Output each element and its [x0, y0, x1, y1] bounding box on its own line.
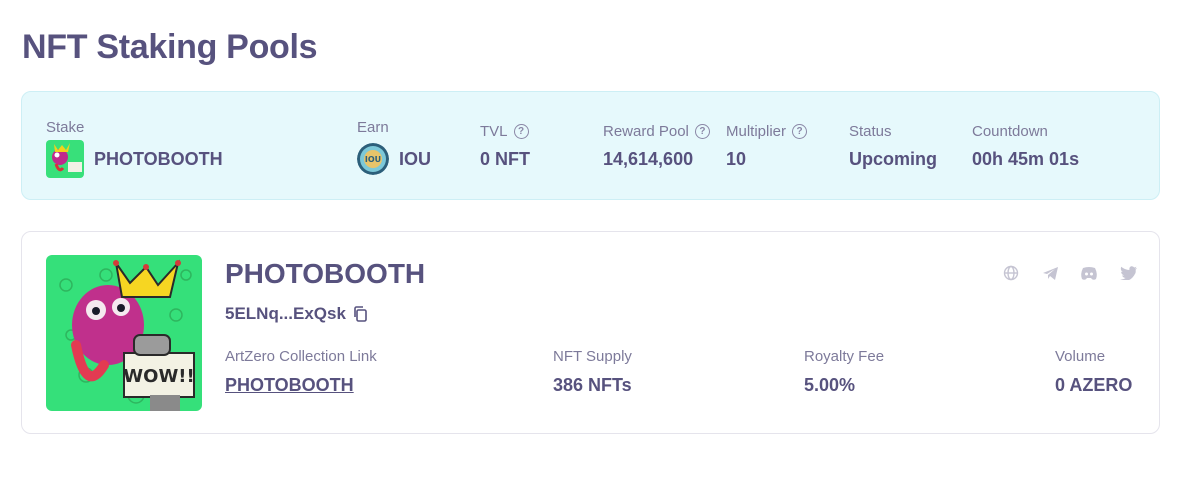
stake-token-name: PHOTOBOOTH: [94, 148, 223, 169]
earn-token: IOU IOU: [357, 143, 431, 175]
stake-label: Stake: [46, 119, 85, 136]
iou-token-icon: IOU: [357, 143, 389, 175]
discord-icon[interactable]: [1080, 264, 1098, 282]
countdown-value: 00h 45m 01s: [972, 149, 1080, 169]
multiplier-label: Multiplier ?: [726, 123, 808, 140]
help-circle-icon[interactable]: ?: [513, 124, 529, 139]
svg-text:IOU: IOU: [365, 155, 381, 164]
earn-column: Earn IOU IOU: [357, 119, 431, 175]
multiplier-value: 10: [726, 149, 747, 169]
collection-image: WOW!!: [46, 255, 202, 411]
collection-link[interactable]: PHOTOBOOTH: [225, 375, 354, 395]
volume-value: 0 AZERO: [1055, 375, 1133, 395]
help-circle-icon[interactable]: ?: [792, 124, 808, 139]
svg-text:WOW!!: WOW!!: [123, 366, 194, 387]
collection-link-label: ArtZero Collection Link: [225, 348, 377, 365]
collection-address-text: 5ELNq...ExQsk: [225, 304, 346, 323]
twitter-icon[interactable]: [1119, 264, 1137, 282]
collection-address: 5ELNq...ExQsk: [225, 304, 369, 324]
tvl-label: TVL ?: [480, 123, 530, 140]
stake-column: Stake PHOTOBOOTH: [46, 119, 223, 178]
reward-pool-column: Reward Pool ? 14,614,600: [603, 123, 710, 170]
collection-card: WOW!! PHOTOBOOTH 5ELNq...ExQsk ArtZero C…: [21, 231, 1160, 434]
telegram-icon[interactable]: [1041, 264, 1059, 282]
nft-supply-label: NFT Supply: [553, 348, 632, 365]
tvl-value: 0 NFT: [480, 149, 531, 169]
collection-link-stat: ArtZero Collection Link PHOTOBOOTH: [225, 348, 377, 396]
earn-token-name: IOU: [399, 148, 432, 169]
royalty-fee-value: 5.00%: [804, 375, 856, 395]
globe-icon[interactable]: [1002, 264, 1020, 282]
social-links: [1002, 264, 1137, 282]
status-column: Status Upcoming: [849, 123, 937, 170]
earn-label: Earn: [357, 119, 389, 136]
tvl-column: TVL ? 0 NFT: [480, 123, 530, 170]
stake-token: PHOTOBOOTH: [46, 140, 223, 178]
status-label: Status: [849, 123, 892, 140]
status-badge: Upcoming: [849, 149, 937, 169]
photobooth-thumbnail: [46, 140, 84, 178]
reward-pool-label: Reward Pool ?: [603, 123, 710, 140]
countdown-column: Countdown 00h 45m 01s: [972, 123, 1079, 170]
pool-summary-row[interactable]: Stake PHOTOBOOTH Earn: [21, 91, 1160, 200]
nft-supply-stat: NFT Supply 386 NFTs: [553, 348, 632, 396]
volume-stat: Volume 0 AZERO: [1055, 348, 1132, 396]
volume-label: Volume: [1055, 348, 1106, 365]
copy-icon[interactable]: [352, 305, 369, 323]
nft-supply-value: 386 NFTs: [553, 375, 632, 395]
help-circle-icon[interactable]: ?: [694, 124, 710, 139]
multiplier-column: Multiplier ? 10: [726, 123, 808, 170]
reward-pool-value: 14,614,600: [603, 149, 694, 169]
countdown-label: Countdown: [972, 123, 1048, 140]
page-title: NFT Staking Pools: [22, 28, 318, 66]
collection-name: PHOTOBOOTH: [225, 258, 426, 289]
royalty-fee-label: Royalty Fee: [804, 348, 885, 365]
royalty-fee-stat: Royalty Fee 5.00%: [804, 348, 884, 396]
